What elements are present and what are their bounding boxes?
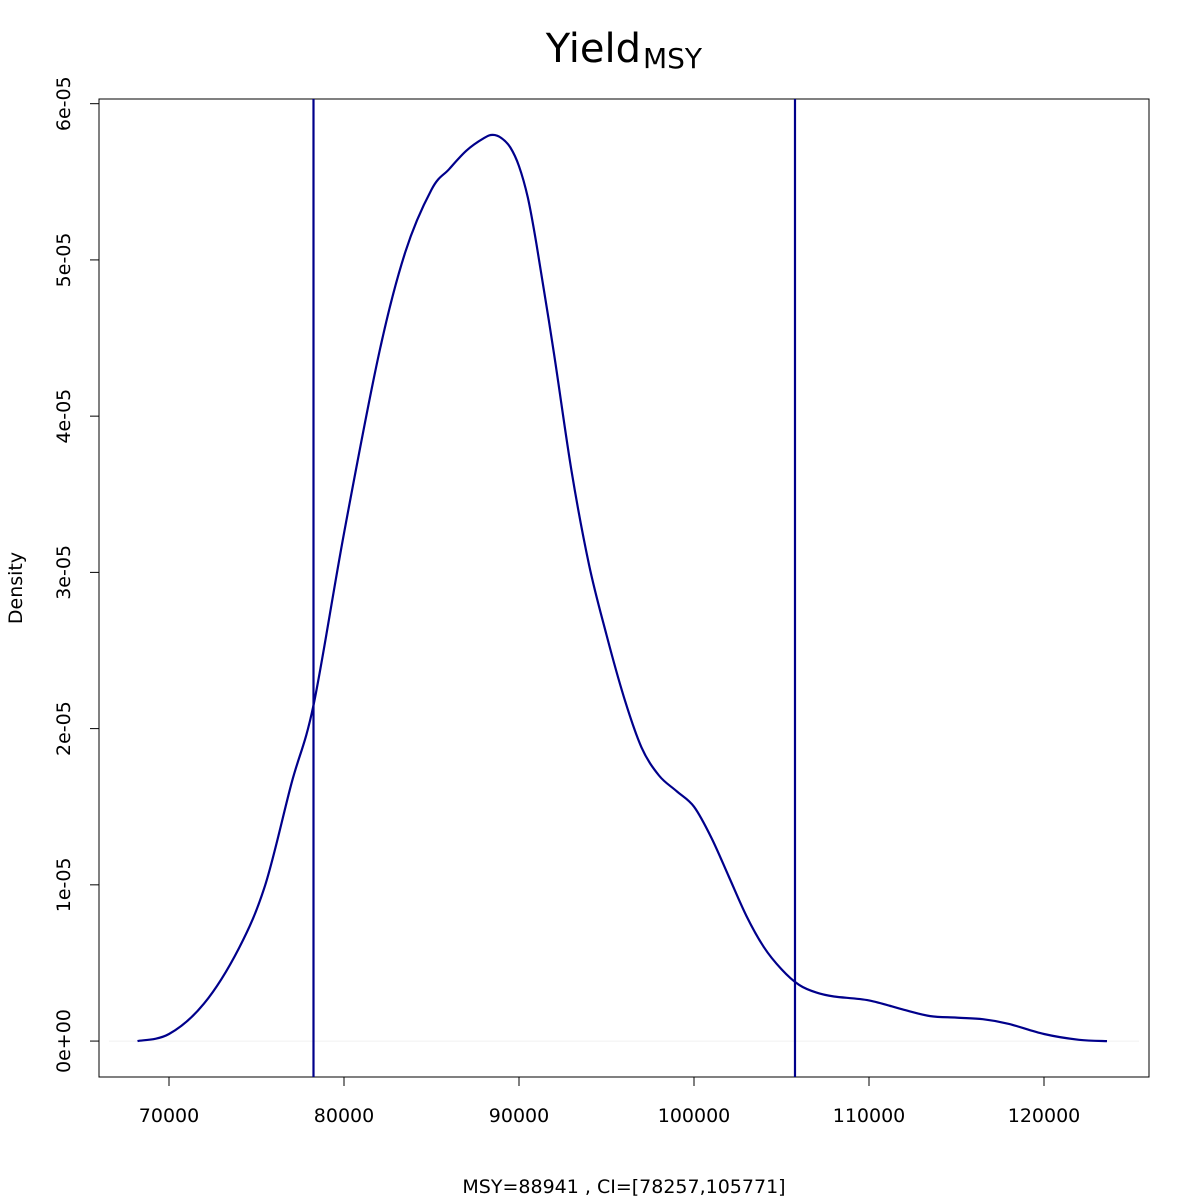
y-tick-label: 1e-05 xyxy=(53,857,75,912)
y-tick-label: 4e-05 xyxy=(53,389,75,444)
x-tick-label: 80000 xyxy=(314,1105,374,1127)
y-tick-label: 3e-05 xyxy=(53,545,75,600)
y-axis-label: Density xyxy=(5,552,27,624)
y-tick-label: 6e-05 xyxy=(53,76,75,131)
density-curve xyxy=(137,133,1108,1043)
chart-title: Yield MSY xyxy=(545,26,703,75)
x-tick-label: 100000 xyxy=(658,1105,731,1127)
y-tick-label: 0e+00 xyxy=(53,1009,75,1073)
ci-lines xyxy=(312,99,797,1077)
title-subscript: MSY xyxy=(643,42,703,75)
x-tick-label: 70000 xyxy=(139,1105,199,1127)
title-main: Yield xyxy=(545,26,641,72)
x-tick-label: 110000 xyxy=(833,1105,906,1127)
y-axis: 0e+00 1e-05 2e-05 3e-05 4e-05 5e-05 6e-05 xyxy=(53,76,100,1073)
x-axis-label: MSY=88941 , CI=[78257,105771] xyxy=(462,1176,785,1198)
plot-frame xyxy=(98,98,1150,1078)
x-axis: 70000 80000 90000 100000 110000 120000 xyxy=(139,1076,1081,1127)
x-tick-label: 90000 xyxy=(489,1105,549,1127)
y-tick-label: 5e-05 xyxy=(53,233,75,288)
y-tick-label: 2e-05 xyxy=(53,701,75,756)
x-tick-label: 120000 xyxy=(1008,1105,1081,1127)
